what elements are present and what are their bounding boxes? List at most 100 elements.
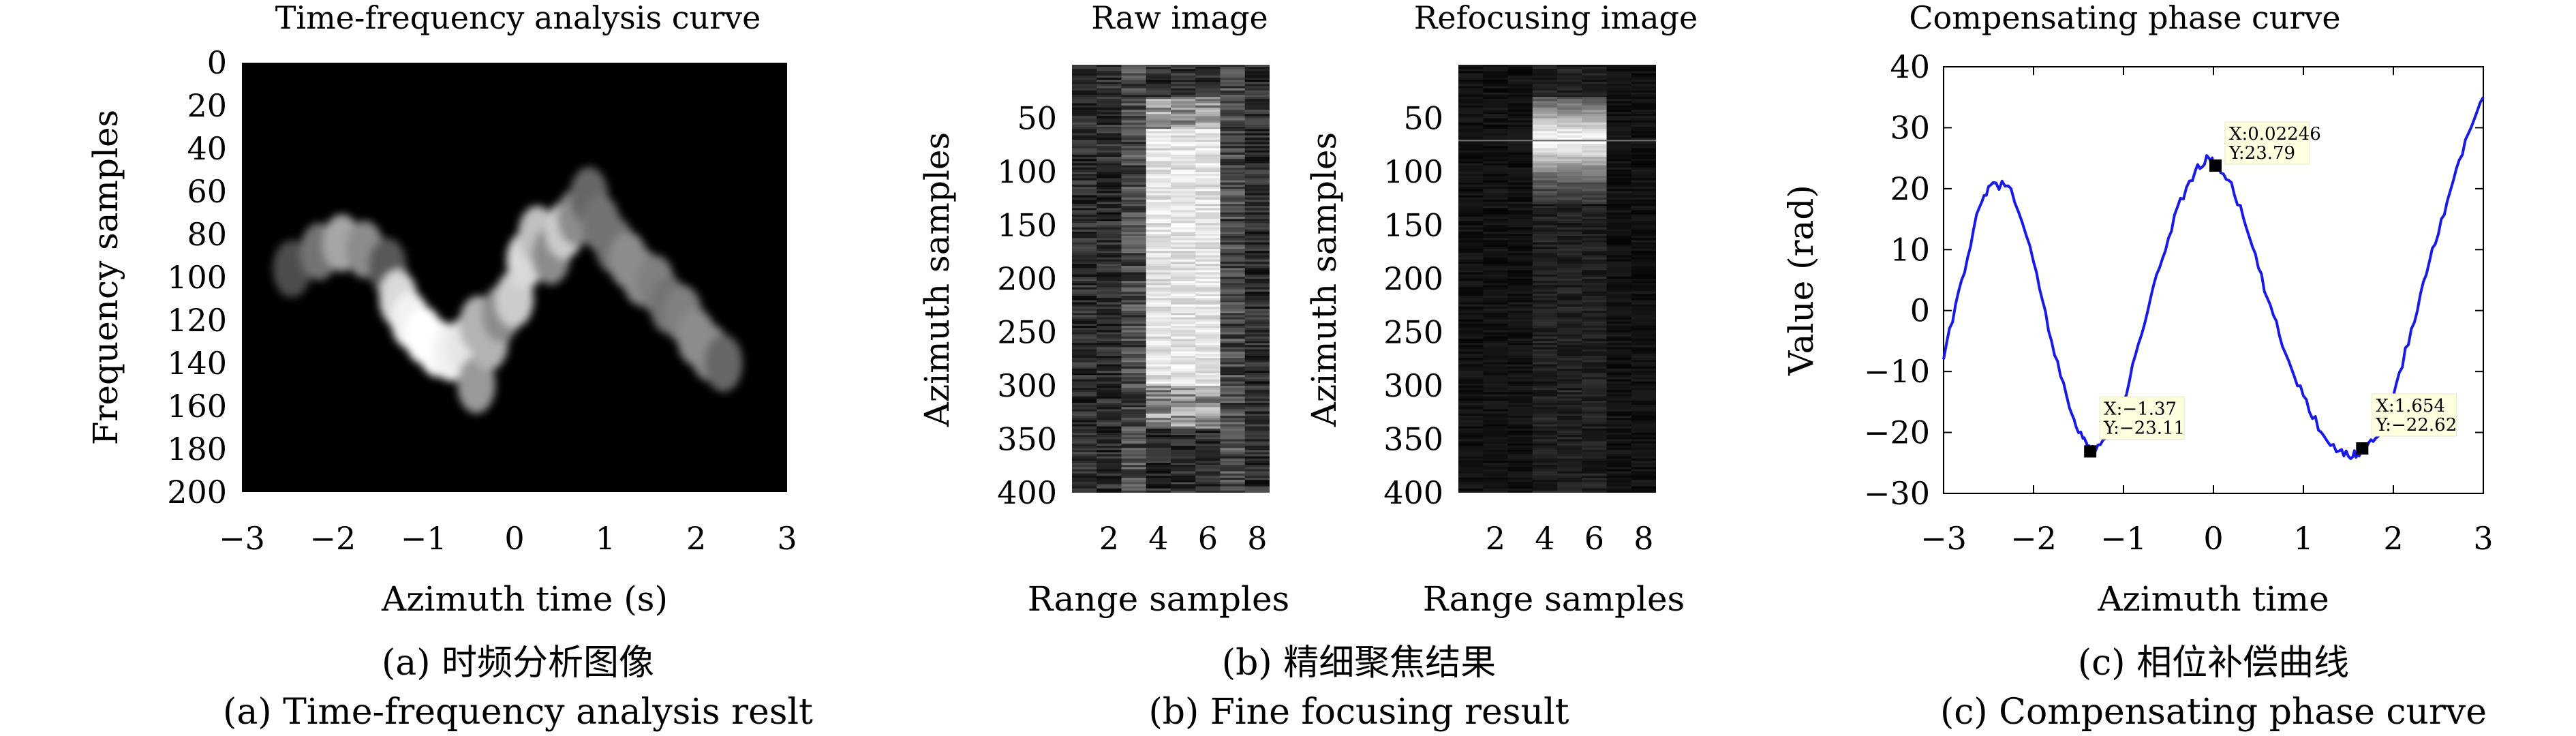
image-cell xyxy=(1458,358,1484,361)
image-cell xyxy=(1146,411,1171,414)
image-cell xyxy=(1244,208,1270,211)
image-cell xyxy=(1458,296,1484,298)
image-cell xyxy=(1146,298,1171,301)
image-cell xyxy=(1171,174,1196,177)
image-cell xyxy=(1606,92,1632,95)
image-cell xyxy=(1631,109,1656,112)
image-cell xyxy=(1557,463,1582,465)
image-cell xyxy=(1458,364,1484,367)
image-cell xyxy=(1631,71,1656,74)
image-cell xyxy=(1483,467,1509,470)
image-cell xyxy=(1244,236,1270,239)
image-cell xyxy=(1532,366,1558,369)
image-cell xyxy=(1631,92,1656,95)
datatip-x-label: X:0.02246 xyxy=(2229,124,2321,144)
chart-b1-xtick-label: 6 xyxy=(1198,520,1218,557)
image-cell xyxy=(1458,321,1484,324)
image-cell xyxy=(1631,259,1656,262)
image-cell xyxy=(1220,227,1246,230)
image-cell xyxy=(1097,319,1122,322)
image-cell xyxy=(1121,268,1147,271)
image-cell xyxy=(1146,279,1171,281)
image-cell xyxy=(1146,94,1171,97)
image-cell xyxy=(1121,251,1147,254)
image-cell xyxy=(1072,343,1097,346)
image-cell xyxy=(1631,169,1656,172)
image-cell xyxy=(1244,448,1270,450)
image-cell xyxy=(1146,251,1171,254)
image-cell xyxy=(1483,454,1509,457)
image-cell xyxy=(1121,186,1147,189)
image-cell xyxy=(1631,368,1656,371)
image-cell xyxy=(1532,146,1558,149)
image-cell xyxy=(1097,225,1122,228)
image-cell xyxy=(1606,403,1632,405)
image-cell xyxy=(1557,157,1582,159)
image-cell xyxy=(1097,433,1122,435)
image-cell xyxy=(1097,189,1122,191)
image-cell xyxy=(1171,426,1196,429)
image-cell xyxy=(1582,99,1608,102)
image-cell xyxy=(1072,82,1097,85)
image-cell xyxy=(1631,204,1656,206)
image-cell xyxy=(1458,101,1484,104)
image-cell xyxy=(1631,490,1656,493)
image-cell xyxy=(1220,334,1246,337)
image-cell xyxy=(1220,377,1246,380)
image-cell xyxy=(1483,225,1509,228)
image-cell xyxy=(1121,283,1147,286)
image-cell xyxy=(1244,90,1270,93)
image-cell xyxy=(1097,229,1122,232)
image-cell xyxy=(1458,362,1484,365)
image-cell xyxy=(1507,216,1533,219)
image-cell xyxy=(1121,214,1147,217)
image-cell xyxy=(1072,279,1097,281)
image-cell xyxy=(1244,366,1270,369)
image-cell xyxy=(1244,270,1270,273)
image-cell xyxy=(1582,358,1608,361)
image-cell xyxy=(1195,79,1221,82)
image-cell xyxy=(1582,238,1608,241)
image-cell xyxy=(1507,82,1533,85)
image-cell xyxy=(1631,79,1656,82)
image-cell xyxy=(1195,302,1221,305)
image-cell xyxy=(1507,471,1533,474)
image-cell xyxy=(1458,388,1484,390)
image-cell xyxy=(1631,82,1656,85)
image-cell xyxy=(1146,274,1171,277)
image-cell xyxy=(1121,227,1147,230)
image-cell xyxy=(1097,471,1122,474)
image-cell xyxy=(1631,133,1656,136)
image-cell xyxy=(1458,289,1484,292)
image-cell xyxy=(1097,137,1122,140)
image-cell xyxy=(1220,388,1246,390)
image-cell xyxy=(1606,97,1632,99)
image-cell xyxy=(1220,165,1246,168)
image-cell xyxy=(1606,332,1632,335)
image-cell xyxy=(1195,219,1221,221)
chart-c-xtick-label: 0 xyxy=(2203,520,2223,557)
image-cell xyxy=(1582,116,1608,119)
image-cell xyxy=(1097,486,1122,489)
image-cell xyxy=(1171,73,1196,76)
image-cell xyxy=(1121,334,1147,337)
image-cell xyxy=(1606,135,1632,138)
image-cell xyxy=(1557,274,1582,277)
image-cell xyxy=(1532,229,1558,232)
image-cell xyxy=(1507,208,1533,211)
image-cell xyxy=(1631,390,1656,393)
image-cell xyxy=(1097,201,1122,204)
image-cell xyxy=(1582,287,1608,290)
image-cell xyxy=(1458,240,1484,243)
image-cell xyxy=(1532,289,1558,292)
image-cell xyxy=(1244,103,1270,106)
image-cell xyxy=(1631,302,1656,305)
image-cell xyxy=(1458,383,1484,386)
image-cell xyxy=(1244,332,1270,335)
image-cell xyxy=(1507,454,1533,457)
image-cell xyxy=(1606,379,1632,382)
image-cell xyxy=(1097,450,1122,453)
image-cell xyxy=(1582,441,1608,444)
image-cell xyxy=(1582,424,1608,427)
